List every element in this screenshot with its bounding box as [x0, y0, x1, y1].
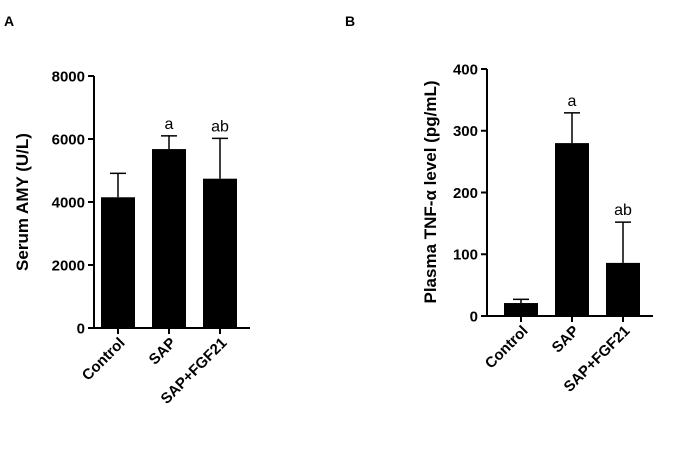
- category-label: Control: [482, 323, 532, 373]
- y-tick-label: 4000: [52, 194, 85, 211]
- y-axis-title: Serum AMY (U/L): [13, 133, 32, 271]
- category-label: SAP: [549, 323, 583, 357]
- bar: [152, 149, 186, 328]
- y-tick-label: 100: [453, 247, 478, 264]
- bar: [555, 143, 589, 316]
- bar: [504, 303, 538, 316]
- y-tick-label: 8000: [52, 68, 85, 85]
- chart-serum-amy: Serum AMY (U/L) 0 2000 4000 6000 8000 Control a…: [13, 68, 250, 408]
- panel-label-b: B: [345, 13, 355, 29]
- y-tick-label: 200: [453, 185, 478, 202]
- significance-label: a: [165, 116, 174, 133]
- y-tick-label: 400: [453, 61, 478, 78]
- chart-plasma-tnf: Plasma TNF-α level (pg/mL) 0 100 200 300 400 C…: [421, 61, 653, 396]
- panel-label-a: A: [4, 13, 14, 29]
- y-tick-label: 0: [77, 320, 85, 337]
- y-axis-title: Plasma TNF-α level (pg/mL): [421, 81, 440, 304]
- y-tick-label: 6000: [52, 131, 85, 148]
- y-tick-label: 2000: [52, 257, 85, 274]
- bar: [606, 262, 640, 316]
- significance-label: ab: [211, 118, 229, 135]
- category-label: SAP: [146, 335, 180, 369]
- significance-label: ab: [614, 202, 632, 219]
- y-tick-label: 0: [470, 308, 478, 325]
- bar: [101, 197, 135, 328]
- significance-label: a: [568, 93, 577, 110]
- y-tick-label: 300: [453, 123, 478, 140]
- bar: [203, 178, 237, 328]
- category-label: Control: [79, 335, 129, 385]
